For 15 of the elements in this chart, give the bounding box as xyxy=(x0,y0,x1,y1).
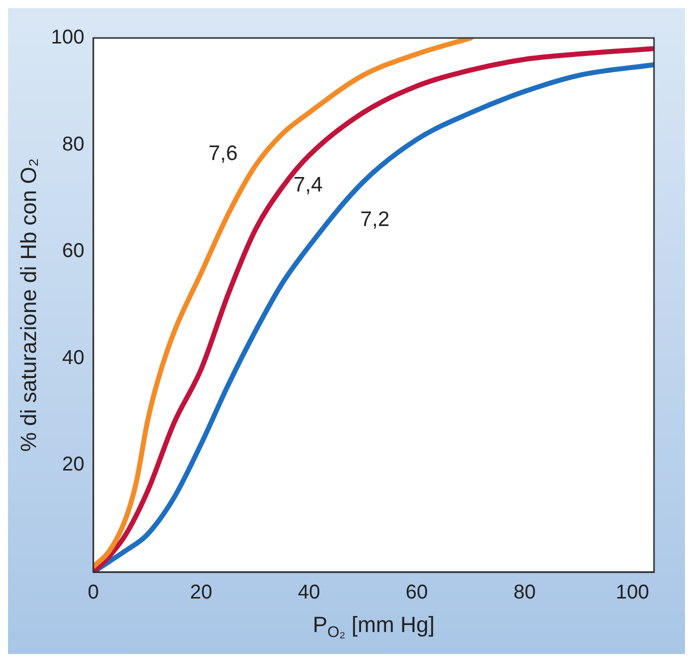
annotation: 7,4 xyxy=(293,173,323,196)
y-tick-label: 100 xyxy=(50,26,84,49)
x-tick-label: 40 xyxy=(298,582,320,604)
x-tick-label: 20 xyxy=(190,582,212,604)
x-tick-label: 0 xyxy=(88,582,99,604)
annotation: 7,2 xyxy=(360,208,390,231)
x-tick-label: 100 xyxy=(616,582,650,604)
x-tick-label: 80 xyxy=(514,582,536,604)
y-tick-label: 20 xyxy=(62,454,84,476)
y-tick-label: 40 xyxy=(62,346,84,369)
y-axis-title: % di saturazione di Hb con O₂ xyxy=(16,158,42,452)
y-tick-label: 80 xyxy=(62,133,84,156)
y-tick-label: 60 xyxy=(62,240,84,262)
annotation: 7,6 xyxy=(208,142,238,165)
x-tick-label: 60 xyxy=(406,582,428,604)
